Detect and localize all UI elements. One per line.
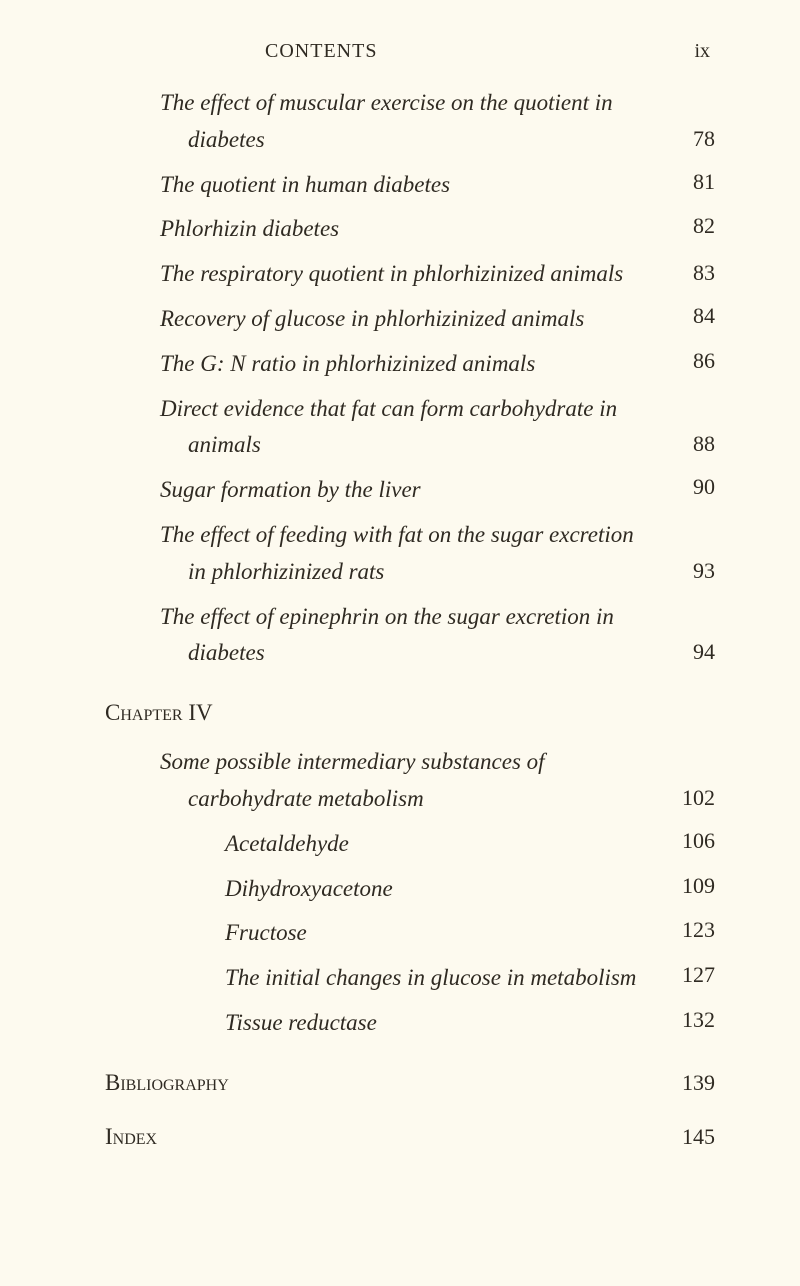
- toc-text: Phlorhizin diabetes: [160, 211, 675, 248]
- toc-top-section: The effect of muscular exercise on the q…: [105, 85, 715, 672]
- toc-text: Recovery of glucose in phlorhizinized an…: [160, 301, 675, 338]
- toc-text: The effect of muscular exercise on the q…: [160, 85, 675, 159]
- toc-sub-entry: Fructose123: [105, 915, 715, 952]
- toc-page: 90: [675, 472, 715, 500]
- toc-entry: The effect of epinephrin on the sugar ex…: [105, 599, 715, 673]
- section-heading: Index145: [105, 1124, 715, 1150]
- section-page: 145: [675, 1124, 715, 1150]
- toc-text: The quotient in human diabetes: [160, 167, 675, 204]
- toc-entry: Sugar formation by the liver90: [105, 472, 715, 509]
- header-title: CONTENTS: [265, 40, 377, 63]
- toc-sub-entry: Dihydroxyacetone109: [105, 871, 715, 908]
- toc-entry: The respiratory quotient in phlorhiziniz…: [105, 256, 715, 293]
- chapter-label: Chapter IV: [105, 700, 213, 725]
- toc-text: The respiratory quotient in phlorhiziniz…: [160, 256, 675, 293]
- sections-block: Bibliography139 Index145: [105, 1070, 715, 1150]
- chapter-main-page: 102: [675, 783, 715, 818]
- toc-sub-entry: Acetaldehyde106: [105, 826, 715, 863]
- toc-sub-page: 127: [675, 960, 715, 988]
- header-row: CONTENTS ix: [105, 40, 715, 63]
- toc-sub-text: The initial changes in glucose in metabo…: [225, 960, 675, 997]
- section-heading: Bibliography139: [105, 1070, 715, 1096]
- toc-sub-page: 109: [675, 871, 715, 899]
- toc-sub-text: Tissue reductase: [225, 1005, 675, 1042]
- toc-text: The G: N ratio in phlorhizinized animals: [160, 346, 675, 383]
- toc-sub-page: 132: [675, 1005, 715, 1033]
- toc-page: 84: [675, 301, 715, 329]
- toc-sub-entry: The initial changes in glucose in metabo…: [105, 960, 715, 997]
- toc-page: 88: [675, 429, 715, 464]
- toc-page: 86: [675, 346, 715, 374]
- toc-entry: Recovery of glucose in phlorhizinized an…: [105, 301, 715, 338]
- toc-sub-entry: Tissue reductase132: [105, 1005, 715, 1042]
- toc-page: 93: [675, 556, 715, 591]
- section-page: 139: [675, 1070, 715, 1096]
- toc-text: The effect of epinephrin on the sugar ex…: [160, 599, 675, 673]
- toc-text: The effect of feeding with fat on the su…: [160, 517, 675, 591]
- toc-page: 81: [675, 167, 715, 195]
- toc-sub-text: Fructose: [225, 915, 675, 952]
- toc-page: 83: [675, 258, 715, 293]
- toc-text: Direct evidence that fat can form carboh…: [160, 391, 675, 465]
- section-label: Index: [105, 1124, 675, 1150]
- toc-entry: The effect of muscular exercise on the q…: [105, 85, 715, 159]
- toc-entry: The quotient in human diabetes81: [105, 167, 715, 204]
- toc-entry: The G: N ratio in phlorhizinized animals…: [105, 346, 715, 383]
- toc-page: 82: [675, 211, 715, 239]
- header-page-roman: ix: [694, 40, 710, 63]
- toc-sub-text: Dihydroxyacetone: [225, 871, 675, 908]
- toc-sub-section: Acetaldehyde106Dihydroxyacetone109Fructo…: [105, 826, 715, 1042]
- toc-page: 78: [675, 124, 715, 159]
- toc-entry: Phlorhizin diabetes82: [105, 211, 715, 248]
- chapter-heading: Chapter IV: [105, 700, 715, 726]
- toc-sub-page: 106: [675, 826, 715, 854]
- toc-entry: The effect of feeding with fat on the su…: [105, 517, 715, 591]
- toc-sub-page: 123: [675, 915, 715, 943]
- toc-entry: Direct evidence that fat can form carboh…: [105, 391, 715, 465]
- section-label: Bibliography: [105, 1070, 675, 1096]
- toc-text: Sugar formation by the liver: [160, 472, 675, 509]
- toc-sub-text: Acetaldehyde: [225, 826, 675, 863]
- chapter-main-entry: Some possible intermediary substances of…: [105, 744, 715, 818]
- toc-page: 94: [675, 637, 715, 672]
- chapter-main-text: Some possible intermediary substances of…: [160, 744, 675, 818]
